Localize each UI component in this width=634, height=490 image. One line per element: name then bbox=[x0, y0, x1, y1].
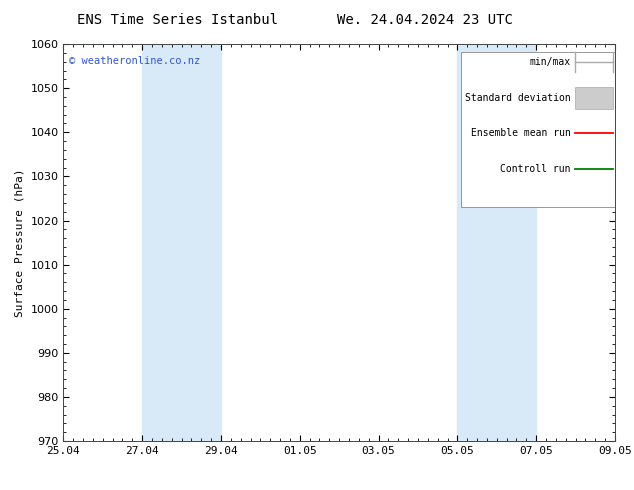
Text: Standard deviation: Standard deviation bbox=[465, 93, 571, 103]
Text: Ensemble mean run: Ensemble mean run bbox=[471, 128, 571, 138]
Text: We. 24.04.2024 23 UTC: We. 24.04.2024 23 UTC bbox=[337, 13, 513, 26]
FancyBboxPatch shape bbox=[460, 52, 618, 207]
Bar bbox=[457, 44, 536, 441]
Y-axis label: Surface Pressure (hPa): Surface Pressure (hPa) bbox=[15, 168, 25, 317]
Text: ENS Time Series Istanbul: ENS Time Series Istanbul bbox=[77, 13, 278, 26]
Bar bbox=[142, 44, 221, 441]
Text: © weatheronline.co.nz: © weatheronline.co.nz bbox=[69, 56, 200, 66]
Bar bbox=[574, 87, 613, 109]
Text: Controll run: Controll run bbox=[500, 164, 571, 174]
Text: min/max: min/max bbox=[530, 57, 571, 67]
